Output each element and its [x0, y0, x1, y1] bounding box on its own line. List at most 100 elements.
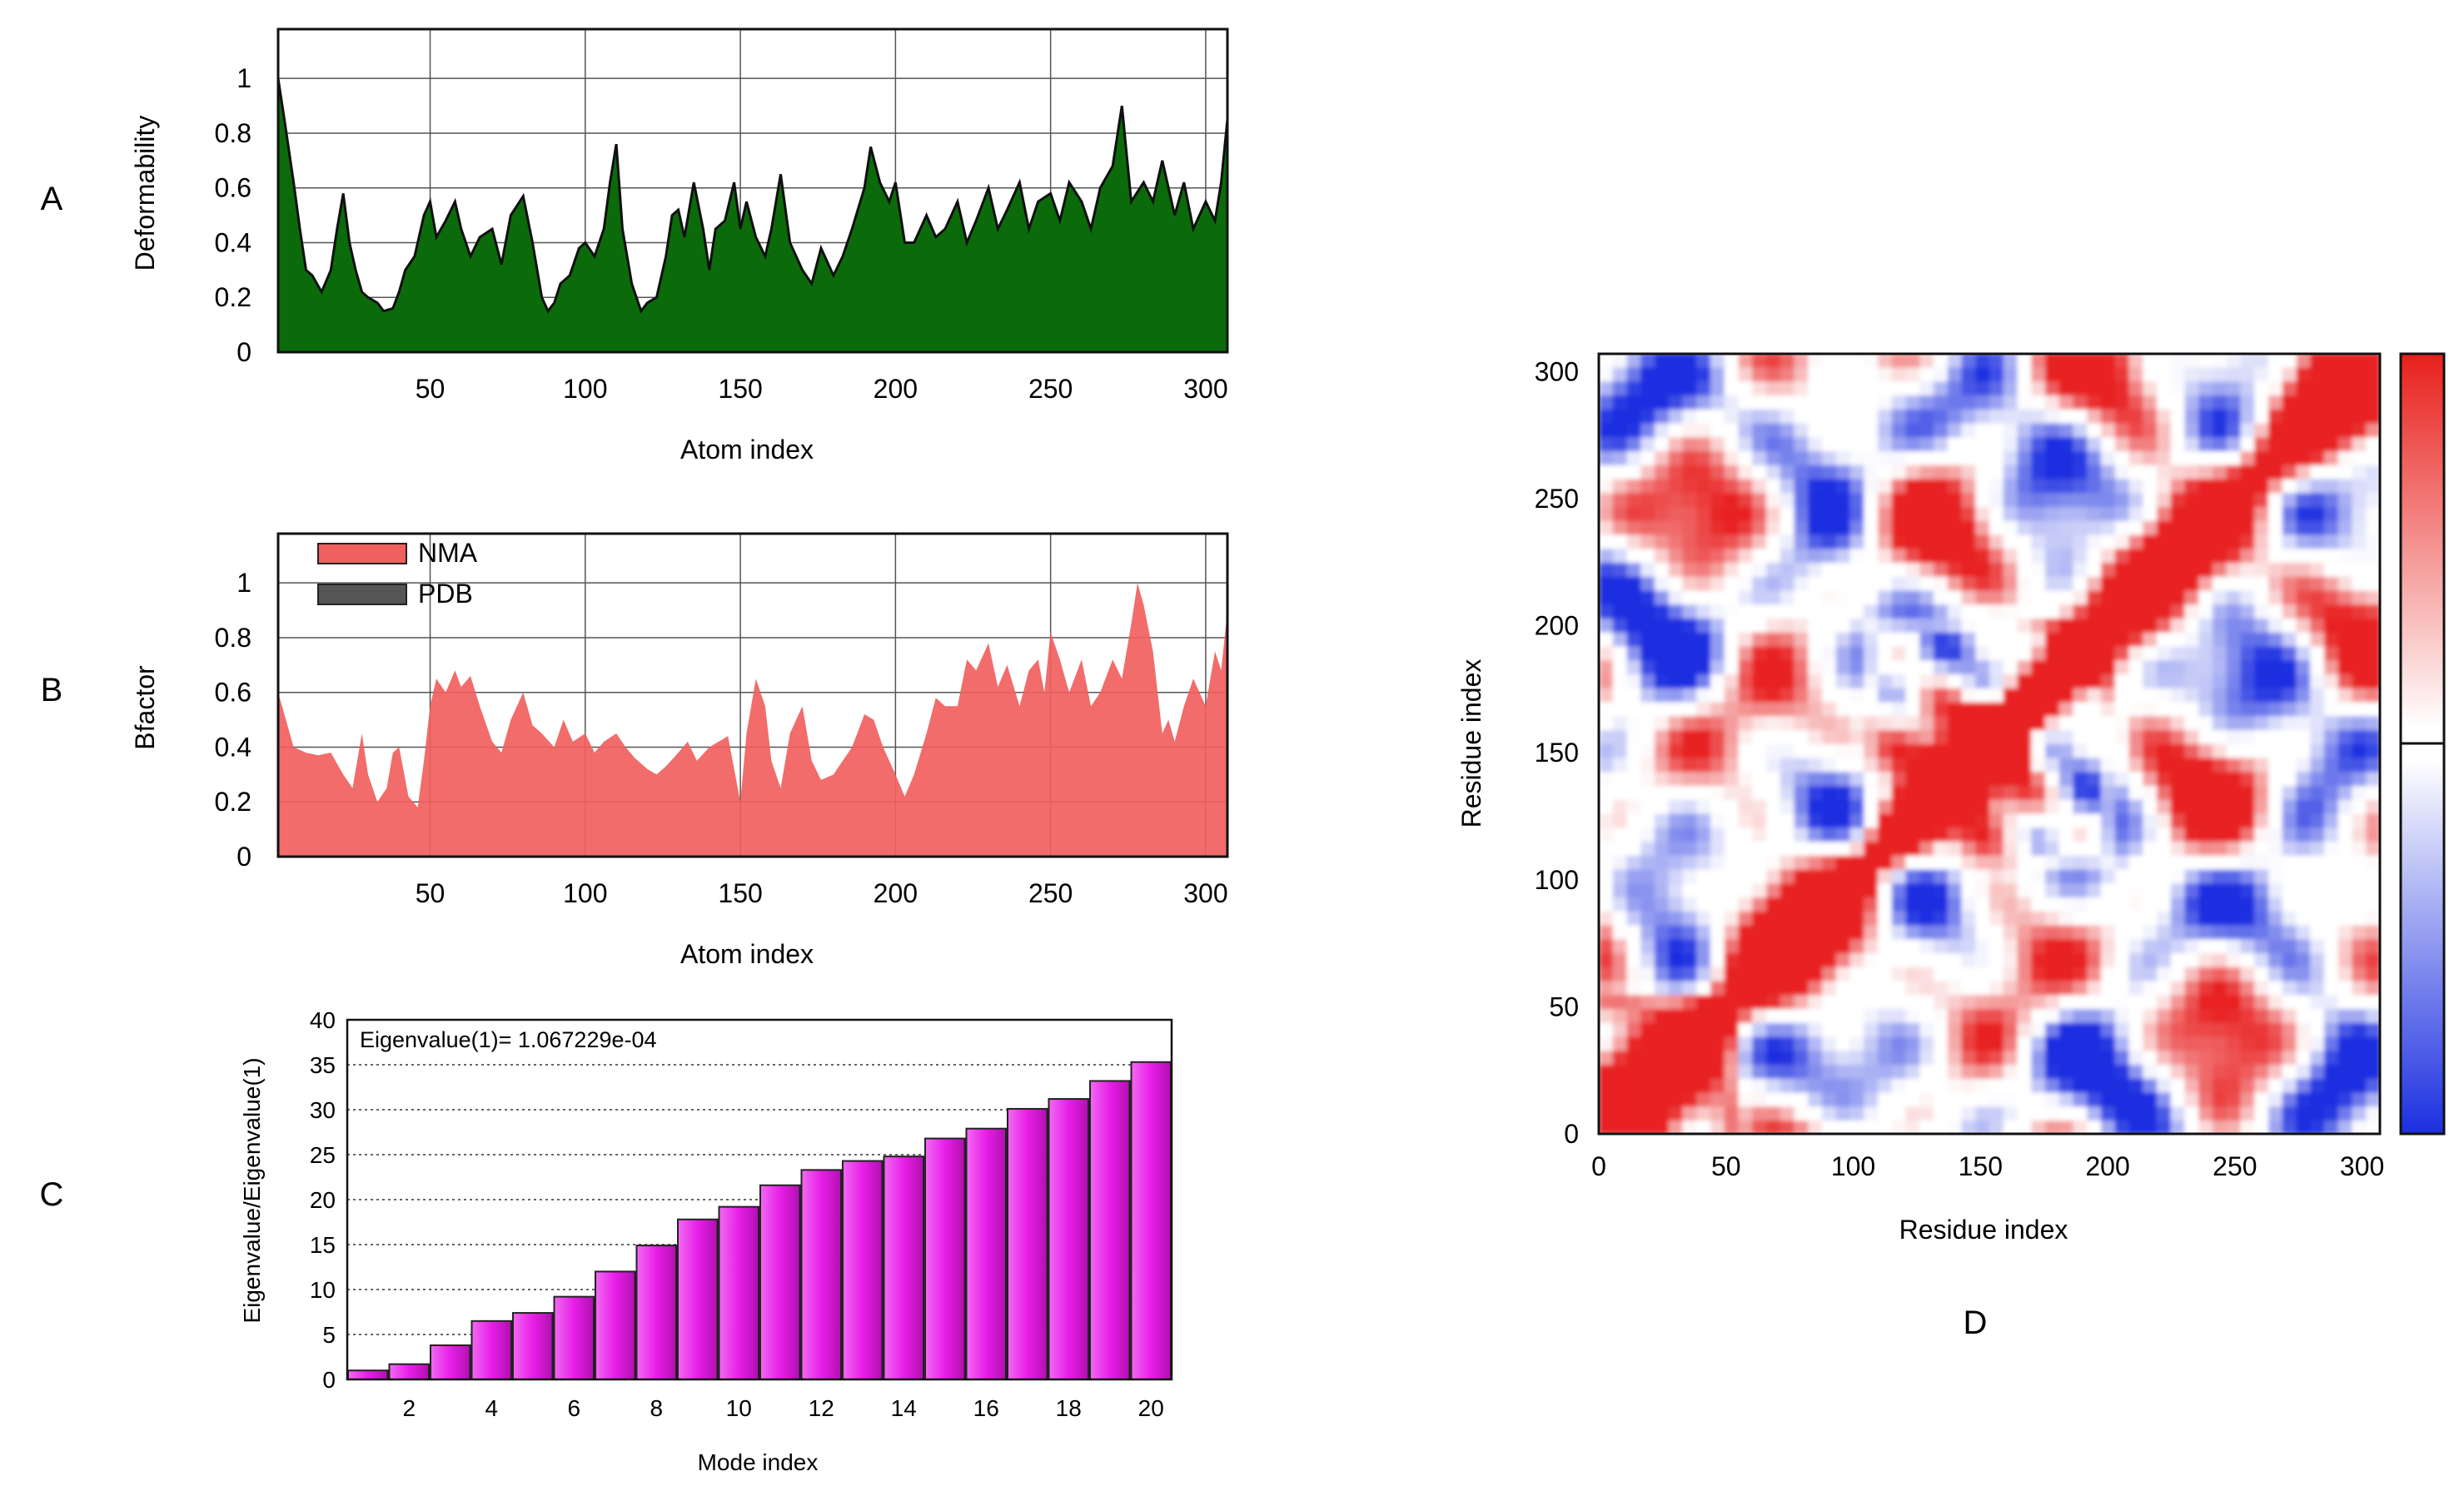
heatmap-cell — [1612, 534, 1628, 549]
heatmap-cell — [1849, 520, 1865, 535]
heatmap-cell — [1891, 757, 1907, 773]
heatmap-cell — [2031, 422, 2046, 438]
heatmap-cell — [1696, 659, 1711, 675]
heatmap-cell — [2198, 980, 2213, 996]
heatmap-cell — [2101, 938, 2116, 954]
heatmap-cell — [2296, 409, 2312, 424]
heatmap-cell — [1710, 576, 1725, 591]
heatmap-cell — [2045, 897, 2060, 912]
heatmap-cell — [1808, 659, 1823, 675]
heatmap-cell — [2352, 506, 2367, 521]
heatmap-cell — [1794, 354, 1809, 368]
heatmap-cell — [1612, 395, 1628, 410]
heatmap-cell — [2337, 673, 2353, 688]
heatmap-cell — [2282, 729, 2297, 744]
heatmap-cell — [2282, 855, 2297, 870]
heatmap-cell — [1849, 534, 1865, 549]
heatmap-cell — [1738, 757, 1754, 773]
heatmap-cell — [1668, 478, 1684, 494]
heatmap-cell — [2157, 436, 2172, 452]
heatmap-cell — [1780, 688, 1795, 703]
heatmap-cell — [1919, 548, 1934, 564]
heatmap-cell — [2045, 799, 2060, 814]
heatmap-cell — [1934, 1050, 1949, 1066]
heatmap-cell — [2226, 855, 2242, 870]
panel-label-c: C — [40, 1176, 64, 1213]
c-xtick-label: 18 — [1056, 1395, 1082, 1421]
heatmap-cell — [1738, 1078, 1754, 1093]
heatmap-cell — [2073, 632, 2088, 647]
heatmap-cell — [1934, 380, 1949, 396]
heatmap-cell — [2073, 604, 2088, 619]
heatmap-cell — [1975, 841, 1990, 856]
heatmap-cell — [2198, 911, 2213, 926]
heatmap-cell — [1905, 409, 1921, 424]
heatmap-cell — [1710, 1064, 1725, 1079]
heatmap-cell — [1752, 813, 1767, 828]
heatmap-cell — [1975, 994, 1990, 1010]
heatmap-cell — [2296, 1106, 2312, 1121]
heatmap-cell — [1682, 911, 1698, 926]
heatmap-cell — [1724, 645, 1740, 661]
heatmap-cell — [1655, 659, 1670, 675]
heatmap-cell — [2198, 952, 2213, 967]
heatmap-cell — [2101, 1091, 2116, 1107]
heatmap-cell — [2282, 1064, 2297, 1079]
heatmap-cell — [2170, 380, 2186, 396]
heatmap-cell — [1696, 673, 1711, 688]
heatmap-cell — [1794, 938, 1809, 954]
heatmap-cell — [1947, 1036, 1963, 1051]
heatmap-cell — [2058, 534, 2074, 549]
heatmap-cell — [1794, 688, 1809, 703]
c-ytick-label: 20 — [310, 1187, 336, 1213]
heatmap-cell — [2226, 422, 2242, 438]
heatmap-cell — [2087, 478, 2102, 494]
heatmap-cell — [1640, 576, 1655, 591]
heatmap-cell — [2296, 465, 2312, 480]
heatmap-cell — [2157, 520, 2172, 535]
heatmap-cell — [1891, 450, 1907, 465]
c-xtick-label: 20 — [1138, 1395, 1164, 1421]
heatmap-cell — [1989, 409, 2004, 424]
heatmap-cell — [1668, 1050, 1684, 1066]
heatmap-cell — [2282, 813, 2297, 828]
heatmap-cell — [1780, 366, 1795, 382]
heatmap-cell — [1878, 729, 1893, 744]
heatmap-cell — [1905, 1064, 1921, 1079]
heatmap-cell — [2213, 729, 2228, 744]
heatmap-cell — [1655, 729, 1670, 744]
heatmap-cell — [1934, 827, 1949, 842]
heatmap-cell — [1668, 492, 1684, 508]
heatmap-cell — [1975, 562, 1990, 577]
heatmap-cell — [1738, 534, 1754, 549]
heatmap-cell — [2268, 952, 2283, 967]
heatmap-cell — [2031, 868, 2046, 884]
heatmap-cell — [1905, 994, 1921, 1010]
heatmap-cell — [2114, 395, 2130, 410]
heatmap-cell — [2003, 673, 2018, 688]
heatmap-cell — [1752, 980, 1767, 996]
heatmap-cell — [1710, 924, 1725, 940]
heatmap-cell — [1710, 1050, 1725, 1066]
heatmap-cell — [2213, 743, 2228, 758]
heatmap-cell — [1794, 659, 1809, 675]
heatmap-cell — [2157, 1106, 2172, 1121]
heatmap-cell — [1961, 785, 1977, 800]
heatmap-cell — [1780, 1036, 1795, 1051]
heatmap-cell — [1599, 1050, 1614, 1066]
heatmap-cell — [2254, 952, 2269, 967]
heatmap-cell — [2114, 1106, 2130, 1121]
heatmap-cell — [2324, 465, 2339, 480]
heatmap-cell — [1640, 980, 1655, 996]
heatmap-cell — [2017, 813, 2033, 828]
heatmap-cell — [1808, 436, 1823, 452]
heatmap-cell — [1878, 743, 1893, 758]
heatmap-cell — [2226, 354, 2242, 368]
heatmap-cell — [2157, 868, 2172, 884]
heatmap-cell — [1989, 436, 2004, 452]
heatmap-cell — [1640, 1050, 1655, 1066]
heatmap-cell — [1738, 715, 1754, 731]
heatmap-cell — [2017, 743, 2033, 758]
heatmap-cell — [2143, 1064, 2158, 1079]
heatmap-cell — [2114, 380, 2130, 396]
